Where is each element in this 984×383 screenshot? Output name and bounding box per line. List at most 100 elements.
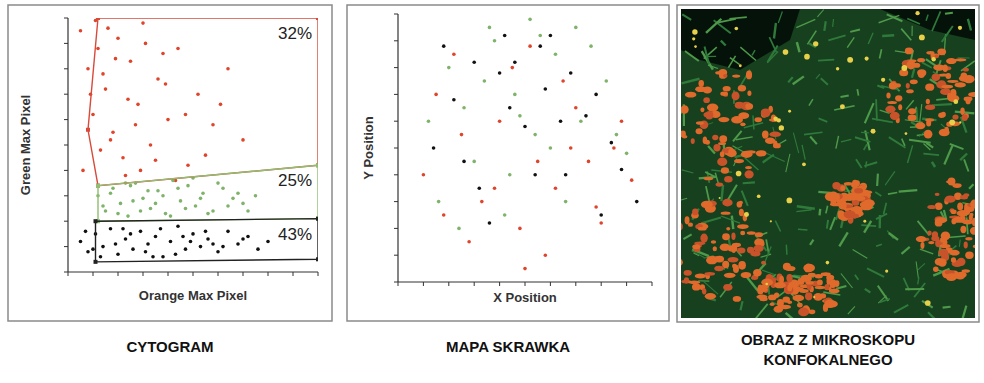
image-fibre <box>817 9 823 16</box>
image-fibre <box>960 153 967 160</box>
image-spot <box>905 132 908 135</box>
point <box>176 186 180 190</box>
image-cell <box>910 79 918 84</box>
image-cell <box>681 223 683 230</box>
image-spot <box>739 64 742 67</box>
point <box>498 119 502 123</box>
image-cell <box>832 182 840 189</box>
image-spot <box>804 54 810 60</box>
image-fibre <box>923 144 930 151</box>
point <box>189 240 193 244</box>
point <box>630 178 634 182</box>
point <box>221 245 225 249</box>
point <box>625 152 629 156</box>
image-fibre <box>764 246 771 263</box>
point <box>124 174 128 178</box>
image-cell <box>734 159 744 163</box>
point <box>126 214 130 218</box>
point <box>523 267 527 271</box>
y-tick <box>64 18 68 19</box>
image-fibre <box>786 313 794 318</box>
image-cell <box>745 166 752 169</box>
image-fibre <box>864 144 867 150</box>
point <box>129 232 133 236</box>
point <box>161 52 165 56</box>
image-fibre <box>944 145 953 165</box>
image-fibre <box>868 33 873 44</box>
point <box>191 232 195 236</box>
image-fibre <box>810 240 813 245</box>
point <box>477 186 481 190</box>
point <box>91 113 95 117</box>
image-spot <box>736 171 742 177</box>
x-tick <box>93 272 94 276</box>
point <box>488 26 492 30</box>
y-tick <box>394 228 398 229</box>
image-cell <box>965 252 973 259</box>
image-cell <box>756 150 767 156</box>
image-cell <box>856 196 865 201</box>
image-spot <box>757 194 761 198</box>
image-cell <box>733 296 741 302</box>
image-fibre <box>961 306 967 318</box>
panel-frame <box>8 5 332 321</box>
image-fibre <box>888 193 897 195</box>
image-cell <box>705 111 713 119</box>
image-fibre <box>796 19 815 27</box>
image-cell <box>746 70 752 79</box>
image-cell <box>941 112 946 117</box>
image-cell <box>965 237 972 240</box>
x-tick <box>626 282 627 286</box>
image-cell <box>906 83 910 89</box>
image-fibre <box>788 77 792 82</box>
image-cell <box>723 74 727 78</box>
y-tick <box>64 272 68 273</box>
point <box>101 204 105 208</box>
x-tick <box>118 272 119 276</box>
point <box>146 189 150 193</box>
gate-vertex <box>96 184 100 188</box>
image-cell <box>817 280 823 286</box>
point <box>584 114 588 118</box>
image-cell <box>937 48 946 55</box>
point <box>129 184 133 188</box>
image-fibre <box>705 172 715 177</box>
image-cell <box>945 195 956 202</box>
image-fibre <box>880 49 882 58</box>
point <box>86 250 90 254</box>
image-fibre <box>959 240 961 247</box>
image-fibre <box>961 61 975 71</box>
y-tick <box>64 145 68 146</box>
image-spot <box>813 41 818 46</box>
point <box>513 60 517 64</box>
image-cell <box>703 97 710 103</box>
gate-vertex <box>316 163 318 167</box>
image-cell <box>727 257 738 263</box>
point <box>612 146 616 150</box>
image-cell <box>908 108 916 114</box>
point <box>194 204 198 208</box>
point <box>149 143 153 147</box>
image-fibre <box>920 249 933 254</box>
image-fibre <box>681 198 687 203</box>
point <box>569 146 573 150</box>
point <box>121 227 125 231</box>
image-cell <box>773 143 781 148</box>
image-fibre <box>818 59 834 62</box>
image-cell <box>745 170 754 178</box>
point <box>116 252 120 256</box>
image-fibre <box>819 118 828 122</box>
image-cell <box>938 249 948 257</box>
image-cell <box>761 108 771 117</box>
image-cell <box>946 180 954 183</box>
panel-caption: CYTOGRAM <box>126 338 213 355</box>
image-cell <box>753 269 762 277</box>
point <box>134 123 138 127</box>
image-fibre <box>876 244 882 246</box>
x-tick <box>168 272 169 276</box>
y-tick <box>64 246 68 247</box>
image-spot <box>765 283 768 286</box>
image-cell <box>740 122 745 126</box>
image-cell <box>761 279 773 287</box>
image-spot <box>694 45 697 48</box>
